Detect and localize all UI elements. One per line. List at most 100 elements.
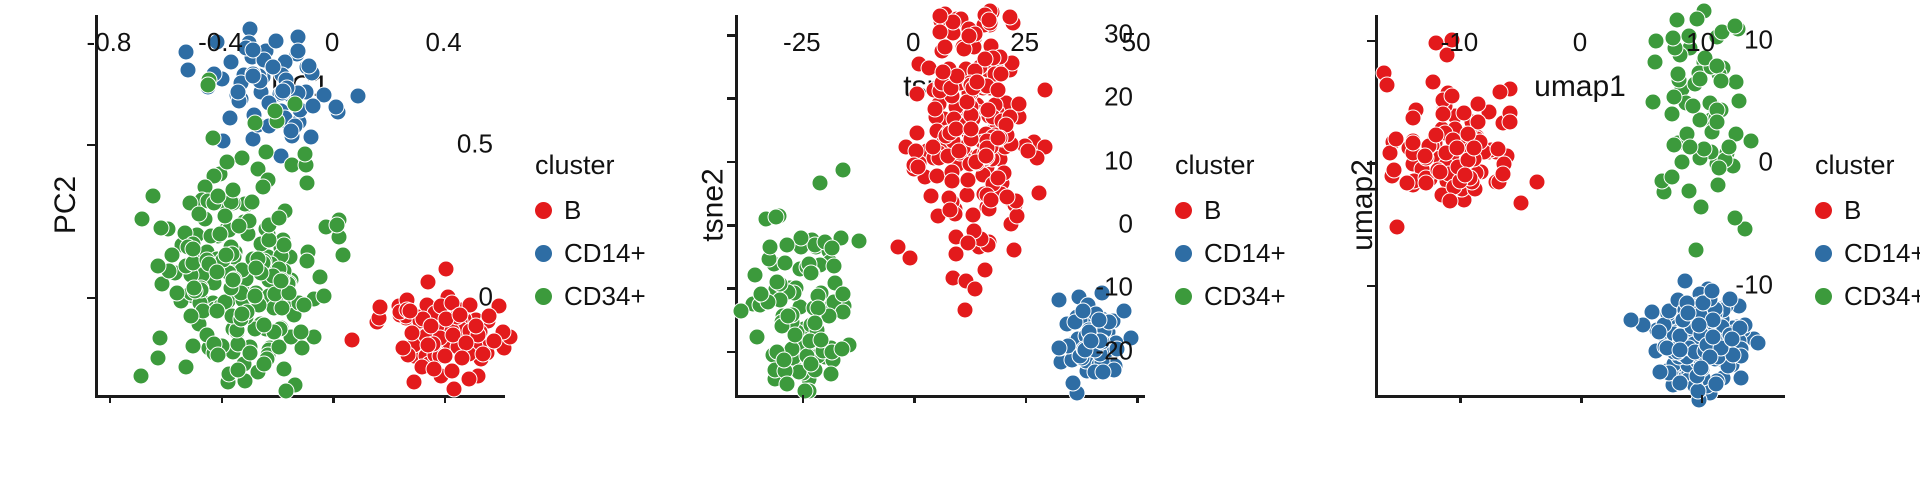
scatter-point-CD34 bbox=[297, 145, 314, 162]
scatter-point-CD34 bbox=[329, 217, 346, 234]
scatter-point-B bbox=[406, 373, 423, 390]
legend-label-CD34: CD34+ bbox=[1844, 281, 1920, 312]
tsne-legend: cluster B CD14+ CD34+ bbox=[1175, 150, 1286, 324]
scatter-point-CD34 bbox=[850, 233, 867, 250]
scatter-point-CD34 bbox=[1646, 54, 1663, 71]
pca-y-axis-title: PC2 bbox=[49, 176, 83, 234]
scatter-point-CD14 bbox=[1689, 383, 1706, 400]
scatter-point-CD14 bbox=[178, 44, 195, 61]
scatter-point-B bbox=[980, 11, 997, 28]
scatter-point-CD14 bbox=[1051, 292, 1068, 309]
scatter-point-CD34 bbox=[299, 253, 316, 270]
scatter-point-CD34 bbox=[1713, 73, 1730, 90]
scatter-point-B bbox=[401, 303, 418, 320]
scatter-point-CD34 bbox=[1726, 210, 1743, 227]
scatter-point-CD34 bbox=[335, 247, 352, 264]
scatter-point-CD14 bbox=[305, 97, 322, 114]
scatter-point-CD34 bbox=[296, 296, 313, 313]
y-tick-label: 20 bbox=[1104, 82, 1133, 113]
scatter-point-CD34 bbox=[1688, 10, 1705, 27]
scatter-point-CD34 bbox=[270, 209, 287, 226]
scatter-point-CD14 bbox=[264, 59, 281, 76]
scatter-point-B bbox=[998, 188, 1015, 205]
legend-swatch-CD34 bbox=[1175, 288, 1192, 305]
scatter-point-CD34 bbox=[1708, 113, 1725, 130]
x-tick-label: -25 bbox=[783, 27, 821, 58]
scatter-point-CD34 bbox=[1648, 33, 1665, 50]
legend-item-B[interactable]: B bbox=[535, 195, 646, 226]
x-tick-label: 0.4 bbox=[426, 27, 462, 58]
scatter-point-CD34 bbox=[149, 257, 166, 274]
scatter-point-B bbox=[976, 50, 993, 67]
legend-label-CD14: CD14+ bbox=[1844, 238, 1920, 269]
legend-item-CD14[interactable]: CD14+ bbox=[535, 238, 646, 269]
scatter-point-CD34 bbox=[257, 144, 274, 161]
umap-y-axis-title: umap2 bbox=[1346, 159, 1380, 251]
scatter-point-CD14 bbox=[283, 123, 300, 140]
scatter-point-CD34 bbox=[811, 174, 828, 191]
scatter-point-B bbox=[968, 74, 985, 91]
legend-label-B: B bbox=[1844, 195, 1861, 226]
scatter-point-B bbox=[1428, 127, 1445, 144]
scatter-point-CD14 bbox=[1650, 323, 1667, 340]
scatter-point-B bbox=[909, 158, 926, 175]
pca-legend-items: B CD14+ CD34+ bbox=[535, 195, 646, 312]
legend-item-CD14[interactable]: CD14+ bbox=[1175, 238, 1286, 269]
y-tick-mark bbox=[727, 287, 735, 290]
scatter-point-CD14 bbox=[1705, 329, 1722, 346]
scatter-point-CD34 bbox=[275, 360, 292, 377]
umap-plot-area: umap2 umap1 -10 0 10 -10 0 10 bbox=[1375, 15, 1785, 395]
legend-item-B[interactable]: B bbox=[1815, 195, 1920, 226]
x-tick-label: -0.8 bbox=[87, 27, 132, 58]
x-tick-mark bbox=[109, 395, 112, 403]
scatter-point-CD34 bbox=[1721, 139, 1738, 156]
scatter-point-CD34 bbox=[1726, 17, 1743, 34]
scatter-point-CD34 bbox=[824, 240, 841, 257]
legend-label-B: B bbox=[564, 195, 581, 226]
scatter-point-CD34 bbox=[797, 382, 814, 399]
scatter-point-B bbox=[944, 172, 961, 189]
x-tick-label: 0 bbox=[1573, 27, 1587, 58]
scatter-point-CD34 bbox=[1681, 139, 1698, 156]
scatter-point-CD14 bbox=[350, 88, 367, 105]
x-tick-mark bbox=[913, 395, 916, 403]
y-tick-mark bbox=[727, 97, 735, 100]
tsne-y-axis-line bbox=[735, 15, 738, 395]
legend-item-CD34[interactable]: CD34+ bbox=[1815, 281, 1920, 312]
legend-item-B[interactable]: B bbox=[1175, 195, 1286, 226]
scatter-point-CD34 bbox=[1693, 198, 1710, 215]
scatter-point-CD34 bbox=[1644, 94, 1661, 111]
scatter-point-B bbox=[992, 65, 1009, 82]
y-tick-mark bbox=[1367, 40, 1375, 43]
scatter-point-B bbox=[958, 187, 975, 204]
scatter-point-B bbox=[923, 188, 940, 205]
scatter-point-CD14 bbox=[244, 68, 261, 85]
scatter-point-B bbox=[444, 363, 461, 380]
scatter-point-CD14 bbox=[1115, 302, 1132, 319]
y-tick-label: 0 bbox=[1759, 147, 1773, 178]
scatter-point-B bbox=[1432, 163, 1449, 180]
scatter-point-B bbox=[1470, 95, 1487, 112]
scatter-point-B bbox=[964, 206, 981, 223]
scatter-point-CD34 bbox=[184, 338, 201, 355]
scatter-point-B bbox=[395, 340, 412, 357]
scatter-point-CD14 bbox=[221, 109, 238, 126]
scatter-point-B bbox=[967, 281, 984, 298]
scatter-point-B bbox=[1385, 161, 1402, 178]
scatter-point-B bbox=[932, 7, 949, 24]
scatter-point-CD34 bbox=[152, 329, 169, 346]
legend-item-CD34[interactable]: CD34+ bbox=[1175, 281, 1286, 312]
scatter-point-CD34 bbox=[209, 263, 226, 280]
scatter-point-B bbox=[1512, 195, 1529, 212]
x-tick-mark bbox=[444, 395, 447, 403]
umap-legend: cluster B CD14+ CD34+ bbox=[1815, 150, 1920, 324]
scatter-point-B bbox=[1528, 173, 1545, 190]
legend-item-CD14[interactable]: CD14+ bbox=[1815, 238, 1920, 269]
y-tick-label: 0.5 bbox=[457, 128, 493, 159]
scatter-point-CD34 bbox=[749, 328, 766, 345]
legend-label-B: B bbox=[1204, 195, 1221, 226]
scatter-point-B bbox=[1389, 218, 1406, 235]
legend-item-CD34[interactable]: CD34+ bbox=[535, 281, 646, 312]
scatter-point-CD34 bbox=[219, 154, 236, 171]
scatter-point-CD34 bbox=[231, 217, 248, 234]
